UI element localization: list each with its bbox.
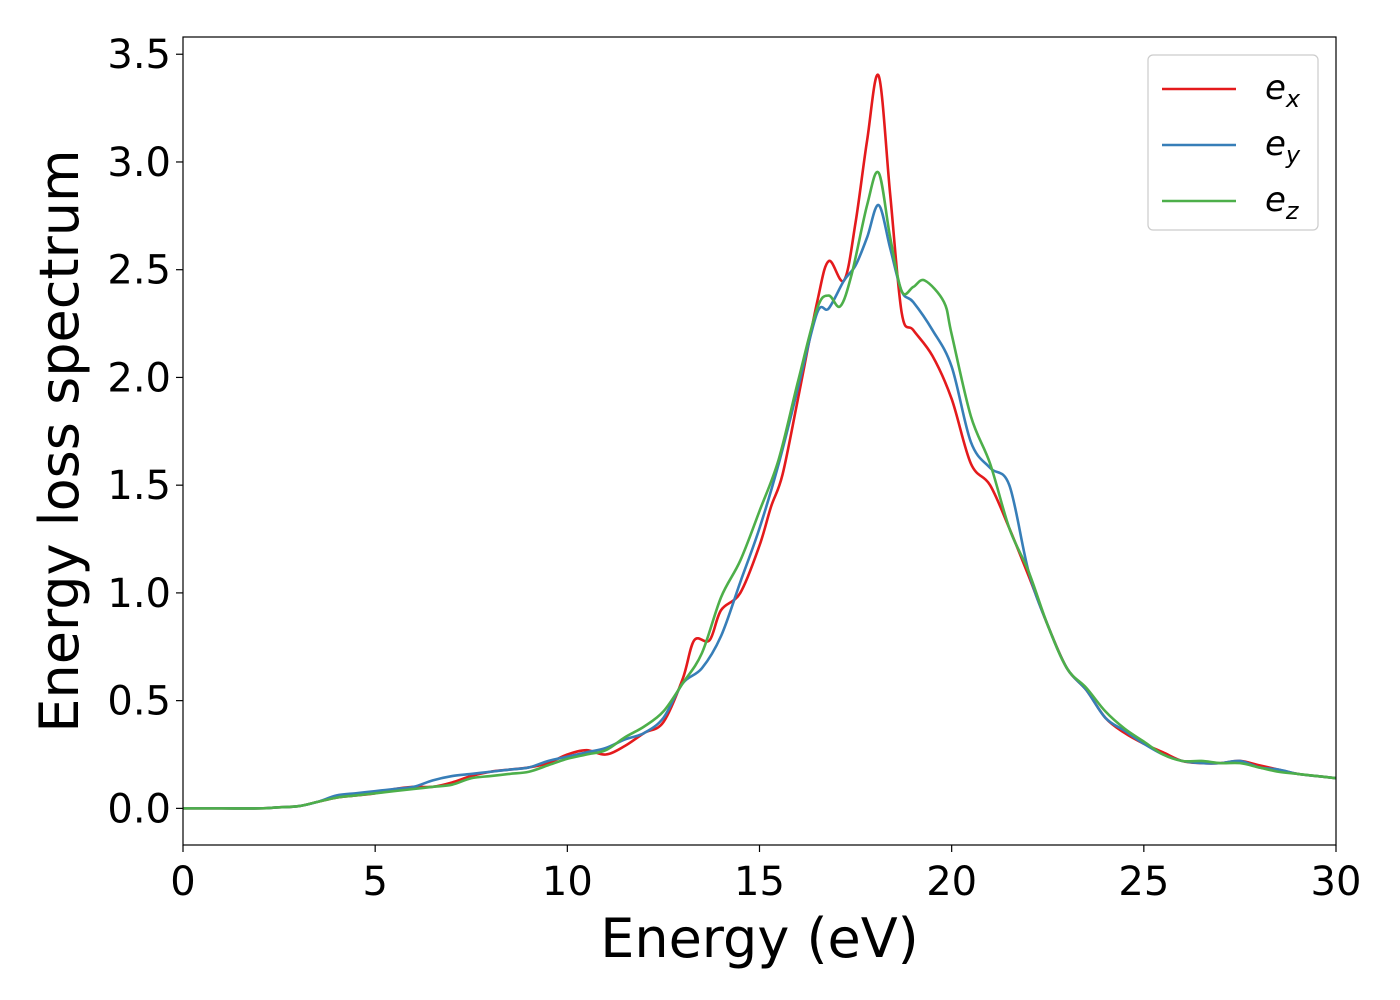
x-tick-label: 20 bbox=[926, 859, 977, 905]
series-layer bbox=[182, 73, 1337, 810]
x-tick-label: 0 bbox=[170, 859, 195, 905]
y-tick-label: 0.0 bbox=[107, 786, 171, 832]
x-tick-label: 10 bbox=[542, 859, 593, 905]
y-tick-label: 3.5 bbox=[107, 32, 171, 78]
y-tick-label: 3.0 bbox=[107, 140, 171, 186]
legend-label-ey: ey bbox=[1265, 124, 1301, 169]
legend-subscript: z bbox=[1285, 197, 1300, 225]
x-tick-label: 30 bbox=[1311, 859, 1362, 905]
y-tick-label: 0.5 bbox=[107, 679, 171, 725]
x-axis: 0 5 10 15 20 25 30 bbox=[170, 845, 1361, 905]
x-tick-label: 5 bbox=[362, 859, 387, 905]
legend-subscript: y bbox=[1285, 141, 1301, 169]
y-axis: 0.0 0.5 1.0 1.5 2.0 2.5 3.0 3.5 bbox=[107, 32, 183, 832]
y-tick-label: 1.0 bbox=[107, 571, 171, 617]
x-axis-label: Energy (eV) bbox=[600, 907, 919, 970]
x-tick-label: 15 bbox=[734, 859, 785, 905]
legend-box bbox=[1147, 54, 1319, 231]
legend-subscript: x bbox=[1285, 85, 1301, 113]
series-line-ez bbox=[182, 170, 1337, 810]
y-tick-label: 2.0 bbox=[107, 355, 171, 401]
plot-area bbox=[183, 37, 1336, 845]
y-axis-label: Energy loss spectrum bbox=[28, 149, 91, 732]
y-tick-label: 2.5 bbox=[107, 248, 171, 294]
x-tick-label: 25 bbox=[1118, 859, 1169, 905]
y-tick-label: 1.5 bbox=[107, 463, 171, 509]
